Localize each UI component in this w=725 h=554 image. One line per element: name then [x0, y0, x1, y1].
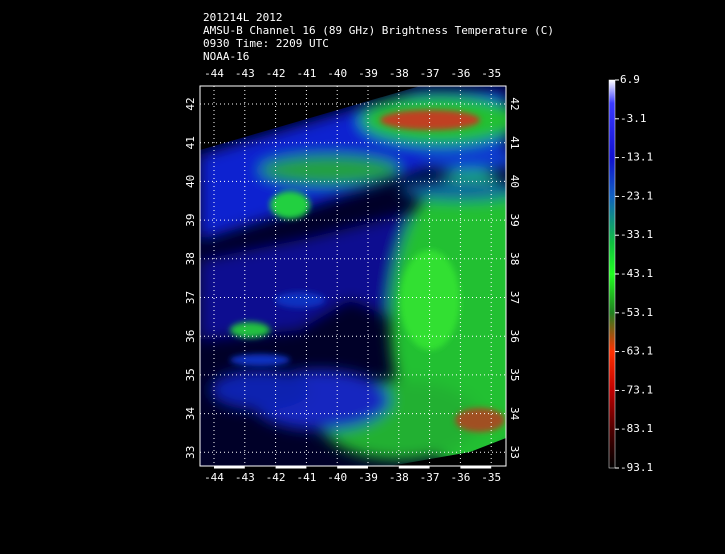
lon-label-bottom: -40 [327, 471, 347, 484]
lon-label-bottom: -36 [450, 471, 470, 484]
lon-label-top: -40 [327, 67, 347, 80]
lon-label-top: -44 [204, 67, 224, 80]
lat-label-right: 40 [508, 175, 521, 188]
lat-label-right: 33 [508, 446, 521, 459]
title-line: NOAA-16 [203, 50, 249, 63]
colorbar-label: -13.1 [620, 151, 653, 164]
colorbar-labels: 6.9 -3.1 -13.1 -23.1 -33.1 -43.1 -53.1 -63.1 -73… [615, 73, 653, 474]
colorbar-label: -83.1 [620, 422, 653, 435]
lon-label-top: -42 [266, 67, 286, 80]
colorbar-label: -3.1 [620, 112, 647, 125]
lat-label-right: 34 [508, 407, 521, 421]
lat-label-right: 35 [508, 368, 521, 381]
lon-label-bottom: -44 [204, 471, 224, 484]
colorbar-label: -53.1 [620, 306, 653, 319]
lon-label-bottom: -37 [420, 471, 440, 484]
colorbar-label: -73.1 [620, 383, 653, 396]
lat-label-right: 42 [508, 97, 521, 110]
lat-label-left: 42 [184, 97, 197, 110]
colorbar-label: 6.9 [620, 73, 640, 86]
lon-label-bottom: -42 [266, 471, 286, 484]
colorbar-label: -93.1 [620, 461, 653, 474]
colorbar-label: -33.1 [620, 228, 653, 241]
title-line: AMSU-B Channel 16 (89 GHz) Brightness Te… [203, 24, 554, 37]
lat-label-left: 40 [184, 175, 197, 188]
lat-label-left: 35 [184, 368, 197, 381]
lon-label-bottom: -43 [235, 471, 255, 484]
lat-label-left: 39 [184, 213, 197, 226]
lon-label-top: -36 [450, 67, 470, 80]
map-frame [199, 85, 507, 467]
colorbar-label: -43.1 [620, 267, 653, 280]
lon-label-bottom: -39 [358, 471, 378, 484]
lon-label-top: -38 [389, 67, 409, 80]
colorbar-label: -63.1 [620, 345, 653, 358]
lat-label-left: 36 [184, 330, 197, 343]
lat-label-left: 33 [184, 446, 197, 459]
lat-label-right: 38 [508, 252, 521, 265]
lat-label-left: 41 [184, 136, 197, 149]
satellite-image [200, 86, 506, 466]
lat-label-right: 36 [508, 330, 521, 343]
lon-label-top: -43 [235, 67, 255, 80]
colorbar-label: -23.1 [620, 189, 653, 202]
title-line: 201214L 2012 [203, 11, 282, 24]
axis-labels: -44-44-43-43-42-42-41-41-40-40-39-39-38-… [184, 67, 521, 484]
title-line: 0930 Time: 2209 UTC [203, 37, 329, 50]
lon-label-top: -35 [481, 67, 501, 80]
lon-label-top: -39 [358, 67, 378, 80]
lat-label-left: 38 [184, 252, 197, 265]
lon-label-top: -37 [420, 67, 440, 80]
lon-label-top: -41 [296, 67, 316, 80]
lon-label-bottom: -38 [389, 471, 409, 484]
lat-label-left: 34 [184, 407, 197, 421]
lat-label-right: 37 [508, 291, 521, 304]
lat-label-right: 39 [508, 213, 521, 226]
graticule [200, 86, 506, 469]
colorbar [608, 79, 616, 469]
lat-label-right: 41 [508, 136, 521, 149]
lon-label-bottom: -35 [481, 471, 501, 484]
lon-label-bottom: -41 [296, 471, 316, 484]
lat-label-left: 37 [184, 291, 197, 304]
